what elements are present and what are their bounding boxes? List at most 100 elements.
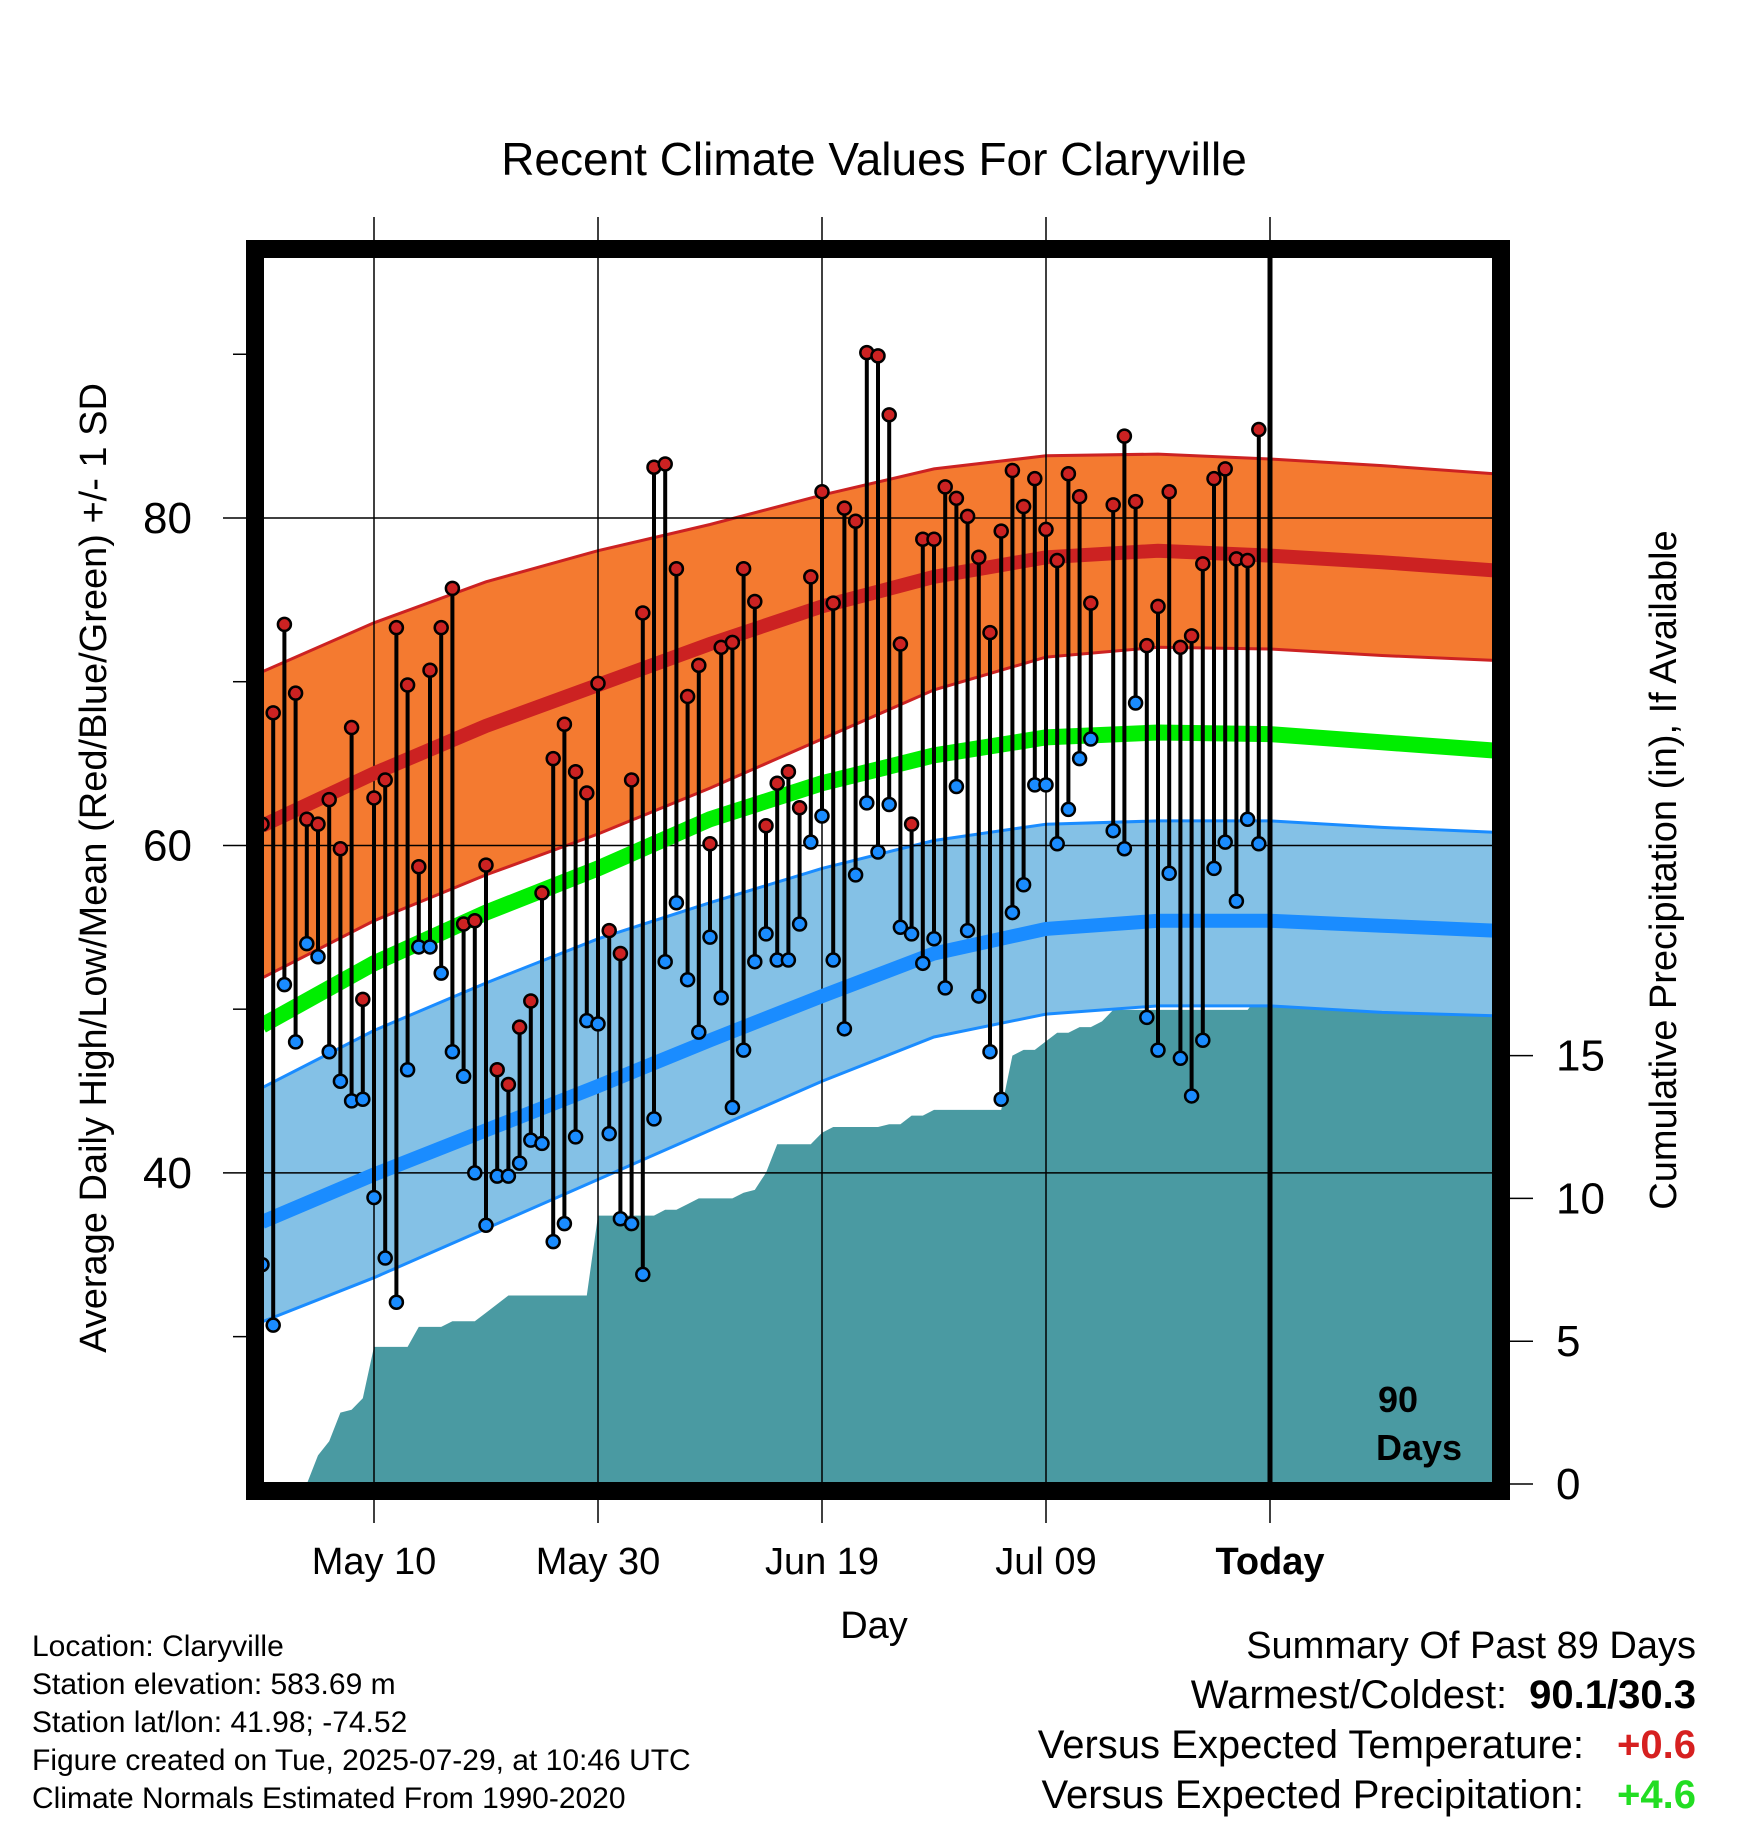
- daily-high-point: [724, 634, 741, 651]
- daily-high-point: [758, 818, 774, 834]
- daily-low-point: [959, 922, 976, 939]
- daily-high-point: [478, 857, 494, 873]
- daily-low-point: [892, 919, 909, 936]
- precip-anomaly-label: Versus Expected Precipitation:: [1041, 1773, 1584, 1817]
- daily-low-point: [825, 952, 841, 968]
- daily-high-point: [993, 523, 1009, 539]
- daily-low-point: [915, 955, 931, 972]
- daily-low-point: [735, 1042, 752, 1058]
- warmest-coldest-value: 90.1/30.3: [1529, 1673, 1696, 1717]
- daily-high-point: [903, 816, 920, 832]
- daily-high-point: [1038, 521, 1054, 538]
- daily-high-point: [276, 616, 293, 633]
- daily-low-point: [355, 1091, 371, 1107]
- y-tick-label-left: 60: [143, 821, 192, 870]
- daily-high-point: [579, 785, 595, 801]
- daily-low-point: [724, 1099, 741, 1116]
- daily-high-point: [534, 885, 550, 901]
- daily-high-point: [1217, 461, 1233, 477]
- daily-low-point: [1038, 777, 1054, 793]
- daily-low-point: [780, 952, 797, 968]
- daily-low-point: [601, 1125, 617, 1142]
- daily-low-point: [1150, 1042, 1166, 1058]
- daily-high-point: [735, 560, 752, 577]
- daily-low-point: [1139, 1009, 1155, 1026]
- daily-high-point: [1105, 497, 1121, 513]
- daily-high-point: [310, 816, 326, 832]
- today-days-label-word: Days: [1376, 1427, 1462, 1468]
- daily-low-point: [948, 778, 965, 795]
- daily-low-point: [1239, 811, 1256, 827]
- daily-high-point: [635, 605, 651, 621]
- daily-high-point: [1127, 493, 1144, 510]
- daily-high-point: [847, 513, 864, 529]
- daily-high-point: [959, 508, 976, 525]
- daily-high-point: [1161, 484, 1177, 500]
- daily-high-point: [769, 775, 785, 791]
- daily-low-point: [299, 935, 315, 952]
- daily-low-point: [511, 1155, 528, 1171]
- temp-anomaly-value: +0.6: [1617, 1723, 1696, 1767]
- y-tick-label-right: 10: [1556, 1174, 1605, 1223]
- daily-low-point: [1049, 836, 1065, 852]
- daily-high-point: [388, 619, 405, 636]
- daily-low-point: [455, 1068, 472, 1085]
- daily-low-point: [847, 867, 864, 883]
- daily-high-point: [601, 922, 617, 939]
- daily-high-point: [377, 772, 393, 788]
- low-normal-line: [262, 913, 1494, 1229]
- daily-low-point: [287, 1034, 304, 1050]
- daily-low-point: [814, 808, 830, 824]
- daily-high-point: [1071, 488, 1088, 505]
- summary-title: Summary Of Past 89 Days: [1246, 1625, 1696, 1667]
- chart-title: Recent Climate Values For Claryville: [501, 133, 1247, 185]
- x-tick-label: Jul 09: [995, 1541, 1096, 1583]
- today-days-label-number: 90: [1378, 1379, 1418, 1420]
- plot-frame: [246, 240, 1510, 1500]
- daily-low-point: [657, 953, 673, 970]
- daily-low-point: [567, 1129, 584, 1145]
- daily-high-point: [971, 549, 987, 566]
- daily-low-point: [422, 939, 438, 955]
- station-latlon: Station lat/lon: 41.98; -74.52: [32, 1706, 408, 1739]
- daily-high-point: [590, 675, 606, 692]
- y-tick-label-left: 80: [143, 494, 192, 543]
- daily-low-point: [758, 926, 774, 942]
- daily-low-point: [623, 1215, 640, 1232]
- daily-low-point: [646, 1111, 662, 1127]
- daily-high-point: [332, 840, 349, 857]
- daily-low-point: [321, 1043, 337, 1060]
- daily-high-point: [926, 531, 942, 548]
- high-sd-band: [262, 454, 1494, 979]
- daily-high-point: [747, 593, 763, 610]
- daily-low-point: [399, 1062, 416, 1078]
- y-tick-label-right: 0: [1556, 1460, 1580, 1509]
- summary-panel: Summary Of Past 89 Days Warmest/Coldest:…: [1038, 1622, 1696, 1820]
- daily-low-point: [1183, 1088, 1200, 1104]
- station-elevation: Station elevation: 583.69 m: [32, 1668, 396, 1701]
- daily-low-point: [467, 1165, 483, 1181]
- precipitation-area: [306, 995, 1494, 1484]
- daily-high-point: [399, 677, 416, 693]
- daily-low-point: [747, 953, 763, 970]
- daily-high-point: [982, 624, 998, 641]
- daily-low-point: [635, 1266, 651, 1283]
- daily-high-point: [881, 407, 897, 423]
- normal-bands: [262, 452, 1494, 1324]
- daily-low-point: [1172, 1050, 1189, 1067]
- daily-high-point: [467, 913, 483, 929]
- daily-high-point: [1139, 637, 1155, 654]
- y-axis-label-right: Cumulative Precipitation (in), If Availa…: [1643, 530, 1685, 1209]
- daily-high-point: [1027, 470, 1043, 487]
- daily-low-point: [1060, 801, 1077, 818]
- daily-low-point: [1161, 865, 1177, 882]
- y-axis-label-left: Average Daily High/Low/Mean (Red/Blue/Gr…: [73, 383, 115, 1353]
- daily-high-point: [511, 1019, 528, 1035]
- daily-high-point: [668, 560, 685, 577]
- daily-high-point: [780, 764, 797, 780]
- daily-high-point: [892, 636, 909, 652]
- daily-low-point: [713, 989, 729, 1006]
- temp-anomaly-row: Versus Expected Temperature: +0.6: [1038, 1720, 1696, 1770]
- daily-low-point: [388, 1294, 405, 1311]
- daily-low-point: [836, 1021, 853, 1037]
